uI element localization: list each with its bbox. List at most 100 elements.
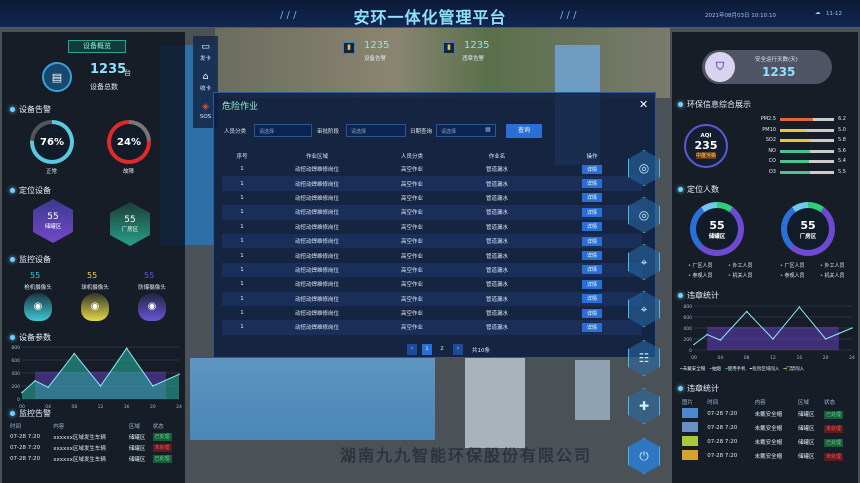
device-unit: 台 <box>124 69 131 77</box>
detail-button[interactable]: 详情 <box>581 207 602 217</box>
series-point <box>798 306 801 308</box>
power-hex-button[interactable]: ⏻ <box>628 438 660 474</box>
violation-thumbnail <box>682 422 698 432</box>
section-location-device: 定位设备 <box>10 185 51 196</box>
table-cell: 管道漏水 <box>485 282 508 289</box>
tab-device-overview[interactable]: 设备概览 <box>68 40 126 53</box>
env-bar-track <box>780 139 834 142</box>
table-cell: 管道漏水 <box>452 176 542 191</box>
table-row: 1 动挖动焊维修岗位 高空作业 管道漏水 详情 <box>222 291 642 306</box>
table-cell: 高空作业 <box>372 176 452 191</box>
table-row: 07-28 7:20 xxxxxx区域发生车辆 储罐区 已处理 <box>10 433 172 441</box>
env-value: 5.5 <box>838 168 846 175</box>
y-tick: 600 <box>11 358 20 364</box>
person-category-select[interactable]: 请选择 <box>254 124 312 137</box>
page-2[interactable]: 2 <box>440 346 444 352</box>
filter-label: 人员分类 <box>224 129 247 135</box>
device-params-chart: 0 200 400 600 800 00 04 08 12 16 20 24 <box>11 345 182 410</box>
toolbar-label[interactable]: SOS <box>199 114 212 120</box>
normal-label: 正常 <box>46 169 58 175</box>
chart-legend-item: ━使用手机 <box>724 367 746 372</box>
detail-button[interactable]: 详情 <box>581 222 602 232</box>
prev-page-button[interactable]: ‹ <box>407 344 417 355</box>
device-total: 1235 <box>90 62 127 77</box>
date-picker[interactable]: 请选择 <box>436 124 496 137</box>
series-point <box>125 347 128 350</box>
safe-days-label: 安全运行天数(天) <box>755 57 798 63</box>
x-tick: 08 <box>71 404 77 410</box>
table-cell: 动挖动焊维修岗位 <box>294 167 339 174</box>
detail-button[interactable]: 详情 <box>581 308 602 318</box>
shield-hex-button[interactable]: ✚ <box>628 388 660 424</box>
header-bar: 安环一体化管理平台 / / / / / / 2021年08月03日 10:10:… <box>0 0 860 28</box>
detail-button[interactable]: 详情 <box>581 251 602 261</box>
detail-button[interactable]: 详情 <box>581 294 602 304</box>
series-point <box>152 385 154 387</box>
people-legend-item: • 机关人员 <box>820 273 845 279</box>
env-value: 5.4 <box>838 158 846 164</box>
card-icon[interactable]: ▭ <box>201 42 210 52</box>
map-background <box>215 28 670 98</box>
detail-button[interactable]: 详情 <box>581 322 602 332</box>
series-point <box>21 391 23 394</box>
close-icon[interactable]: ✕ <box>639 98 649 111</box>
chart-legend-item: ━抽烟 <box>709 367 721 372</box>
page-title: 安环一体化管理平台 <box>353 8 507 27</box>
table-cell: 动挖动焊维修岗位 <box>262 320 372 335</box>
detail-button[interactable]: 详情 <box>581 179 602 189</box>
camera-count: 55 <box>144 271 155 280</box>
detail-button[interactable]: 详情 <box>581 265 602 275</box>
env-bar-track <box>780 149 834 153</box>
env-name: NO <box>768 147 776 154</box>
table-cell: 动挖动焊维修岗位 <box>294 195 339 202</box>
device-alarm-label: 设备告警 <box>364 56 387 62</box>
series-area <box>22 348 179 399</box>
y-tick: 200 <box>11 384 20 390</box>
camera-icon: ◉ <box>138 293 166 321</box>
toolbar-label[interactable]: 发卡 <box>199 56 211 62</box>
device-total-label: 设备总数 <box>90 83 118 91</box>
table-cell: 高空作业 <box>372 205 452 220</box>
table-cell: 管道漏水 <box>485 311 508 318</box>
status-badge: 已处理 <box>152 455 172 463</box>
series-point <box>34 380 36 382</box>
camera-count: 55 <box>30 271 41 280</box>
calendar-icon[interactable]: ▦ <box>485 126 491 133</box>
fault-ring: 24% <box>107 120 151 164</box>
table-cell: 高空作业 <box>372 233 452 249</box>
env-value: 5.0 <box>838 126 846 133</box>
toolbar-label[interactable]: 收卡 <box>199 86 211 92</box>
x-tick: 00 <box>691 355 697 361</box>
table-cell: 高空作业 <box>400 253 423 260</box>
section-device-params: 设备参数 <box>10 332 51 343</box>
env-bar-fill <box>780 160 810 163</box>
modal-title: 危险作业 <box>222 102 259 112</box>
x-tick: 24 <box>849 355 855 361</box>
trash-icon[interactable]: ⌂ <box>202 72 209 82</box>
table-row: 07-28 7:20 未戴安全帽 储罐区 已处理 <box>682 407 854 421</box>
next-page-button[interactable]: › <box>453 344 463 355</box>
table-cell: 管道漏水 <box>485 253 508 260</box>
table-cell: 管道漏水 <box>452 233 542 249</box>
detail-button[interactable]: 详情 <box>581 236 602 246</box>
x-tick: 08 <box>744 355 750 361</box>
violation-thumbnail <box>682 408 698 418</box>
sos-icon[interactable]: ◈ <box>202 102 209 112</box>
detail-button[interactable]: 详情 <box>581 164 602 174</box>
camera-icon: ◉ <box>24 293 52 321</box>
status-badge: 已处理 <box>824 410 844 419</box>
detail-button[interactable]: 详情 <box>581 193 602 203</box>
series-point <box>838 332 840 335</box>
detail-button[interactable]: 详情 <box>581 279 602 289</box>
approval-stage-select[interactable]: 请选择 <box>346 124 406 137</box>
page-1[interactable]: 1 <box>422 344 432 355</box>
header-decoration: / / / <box>560 10 577 21</box>
x-tick: 20 <box>823 355 829 361</box>
query-button[interactable]: 查询 <box>506 124 542 138</box>
safe-days-value: 1235 <box>762 65 796 79</box>
table-row: 07-28 7:20 xxxxxx区域发生车辆 储罐区 已处理 <box>10 455 172 463</box>
y-tick: 0 <box>689 348 692 354</box>
table-cell: 1 <box>240 166 244 173</box>
env-name: CO <box>768 158 776 164</box>
dangerous-work-table: 序号 作业区域 人员分类 作业名 操作 1 动挖动焊维修岗位 高空作业 管道漏水 详情 1 动挖动焊… <box>222 150 642 335</box>
